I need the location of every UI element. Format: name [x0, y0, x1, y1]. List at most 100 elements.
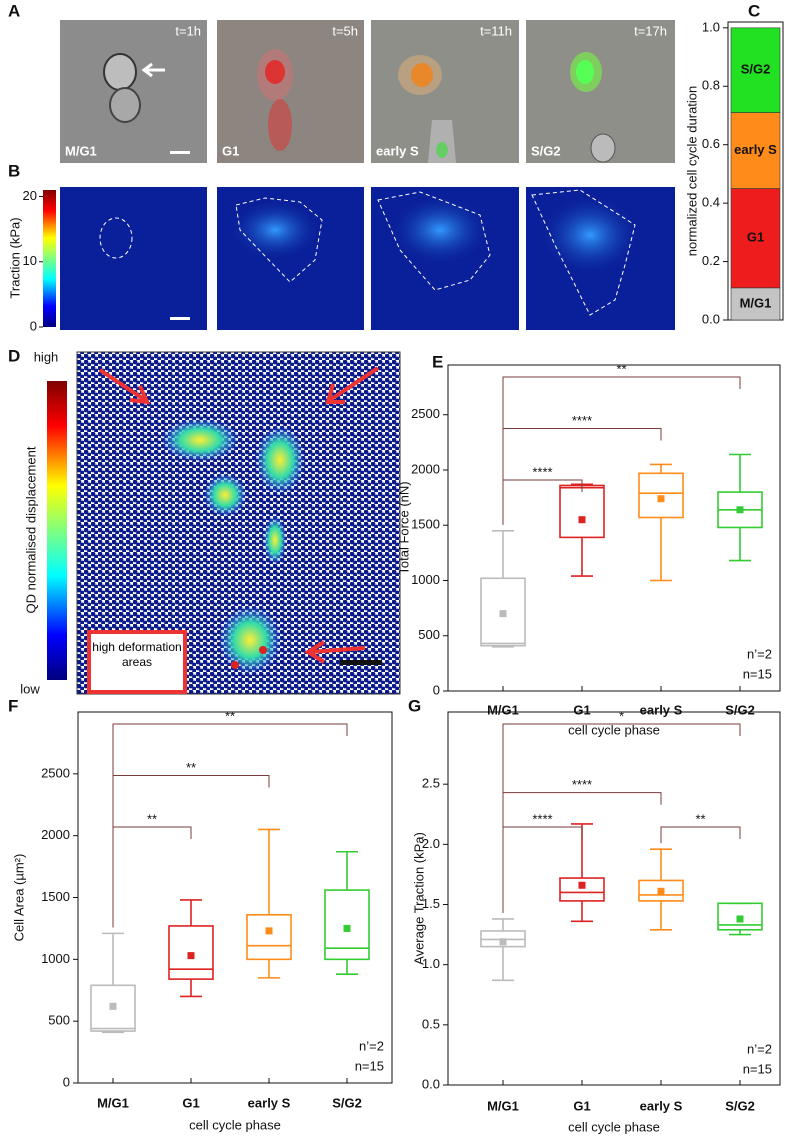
- segment-label: M/G1: [740, 295, 772, 310]
- box: [638, 879, 684, 902]
- x-tick-label: G1: [182, 1095, 199, 1110]
- colorbar-tick-label: 20: [23, 188, 37, 203]
- y-tick-label: 1.5: [422, 896, 440, 911]
- y-axis-label: Cell Area (µm²): [11, 854, 26, 942]
- mean: [657, 887, 665, 895]
- plot-frame: [447, 364, 781, 692]
- box: [480, 577, 526, 647]
- box: [246, 914, 292, 961]
- annotation: n’=2: [747, 1041, 772, 1056]
- x-tick-label: S/G2: [725, 702, 755, 717]
- mean: [578, 881, 586, 889]
- box-label-holder: high deformation areas: [92, 640, 182, 669]
- panel-label: D: [8, 346, 20, 365]
- y-tick-label: 0.0: [702, 311, 720, 326]
- y-axis-label: Total Force (nN): [396, 481, 411, 574]
- y-tick-label: 0.0: [422, 1076, 440, 1091]
- x-tick-label: M/G1: [487, 702, 519, 717]
- mean: [736, 506, 744, 514]
- x-tick-label: S/G2: [725, 1098, 755, 1113]
- mean: [736, 915, 744, 923]
- x-tick-label: M/G1: [97, 1095, 129, 1110]
- x-axis-label: cell cycle phase: [189, 1117, 281, 1132]
- segment-label: G1: [747, 230, 764, 245]
- panel-d-image: [47, 351, 401, 695]
- mean: [657, 495, 665, 503]
- y-tick-label: 2500: [41, 765, 70, 780]
- y-tick-label: 1.0: [422, 956, 440, 971]
- colorbar-tick-label: 10: [23, 253, 37, 268]
- panel-label: A: [8, 1, 20, 20]
- box: [559, 484, 605, 539]
- significance-bracket: [660, 826, 741, 844]
- colorbar-label: Traction (kPa): [7, 217, 22, 298]
- plot-frame: [447, 711, 781, 1086]
- significance-label: **: [225, 708, 235, 723]
- x-axis-label: cell cycle phase: [568, 722, 660, 737]
- mean: [499, 610, 507, 618]
- time-label: t=5h: [332, 23, 358, 38]
- significance-label: ****: [572, 777, 592, 792]
- y-axis-label: normalized cell cycle duration: [684, 86, 699, 257]
- box: [559, 877, 605, 902]
- y-tick-label: 2000: [41, 827, 70, 842]
- y-tick-label: 1.0: [702, 19, 720, 34]
- x-tick-label: early S: [640, 1098, 683, 1113]
- box: [638, 472, 684, 519]
- box: [324, 889, 370, 961]
- segment-label: early S: [734, 142, 777, 157]
- y-tick-label: 2000: [411, 461, 440, 476]
- bar-segment: [730, 287, 781, 321]
- significance-bracket: [502, 723, 741, 913]
- panel-label: E: [432, 352, 443, 371]
- annotation: n=15: [743, 666, 772, 681]
- bar-segment: [730, 112, 781, 189]
- significance-label: ****: [572, 413, 592, 428]
- mean: [499, 938, 507, 946]
- phase-label: M/G1: [65, 143, 97, 158]
- y-tick-label: 1500: [411, 517, 440, 532]
- y-tick-label: 0.4: [702, 195, 720, 210]
- significance-bracket: [502, 428, 662, 525]
- y-tick-label: 0.5: [422, 1016, 440, 1031]
- y-tick-label: 1000: [41, 951, 70, 966]
- mean: [109, 1002, 117, 1010]
- time-label: t=1h: [175, 23, 201, 38]
- x-tick-label: early S: [640, 702, 683, 717]
- phase-label: G1: [222, 143, 239, 158]
- y-tick-label: 0: [63, 1074, 70, 1089]
- y-tick-label: 0: [433, 682, 440, 697]
- significance-bracket: [502, 376, 741, 525]
- colorbar-high: high: [34, 349, 59, 364]
- y-tick-label: 2500: [411, 406, 440, 421]
- panel-label: F: [8, 696, 18, 715]
- panel-label: C: [748, 1, 760, 20]
- y-tick-label: 0.8: [702, 78, 720, 93]
- mean: [265, 927, 273, 935]
- significance-label: **: [695, 811, 705, 826]
- mean: [343, 924, 351, 932]
- y-tick-label: 1000: [411, 572, 440, 587]
- phase-label: S/G2: [531, 143, 561, 158]
- panel-a-images: [60, 20, 675, 163]
- annotation: n=15: [743, 1061, 772, 1076]
- colorbar-tick-label: 0: [30, 318, 37, 333]
- panel-b-images: [43, 187, 675, 330]
- box: [717, 902, 763, 931]
- box-label: high deformation areas: [92, 640, 182, 669]
- box: [168, 925, 214, 980]
- bar-segment: [730, 27, 781, 113]
- y-tick-label: 500: [48, 1013, 70, 1028]
- segment-label: S/G2: [741, 62, 771, 77]
- y-tick-label: 2.5: [422, 776, 440, 791]
- plot-frame: [77, 711, 393, 1084]
- y-tick-label: 500: [418, 627, 440, 642]
- significance-bracket: [112, 826, 192, 928]
- colorbar-label: QD normalised displacement: [23, 446, 38, 613]
- panel-label: B: [8, 161, 20, 180]
- significance-label: **: [616, 361, 626, 376]
- box: [90, 984, 136, 1032]
- significance-label: ****: [532, 811, 552, 826]
